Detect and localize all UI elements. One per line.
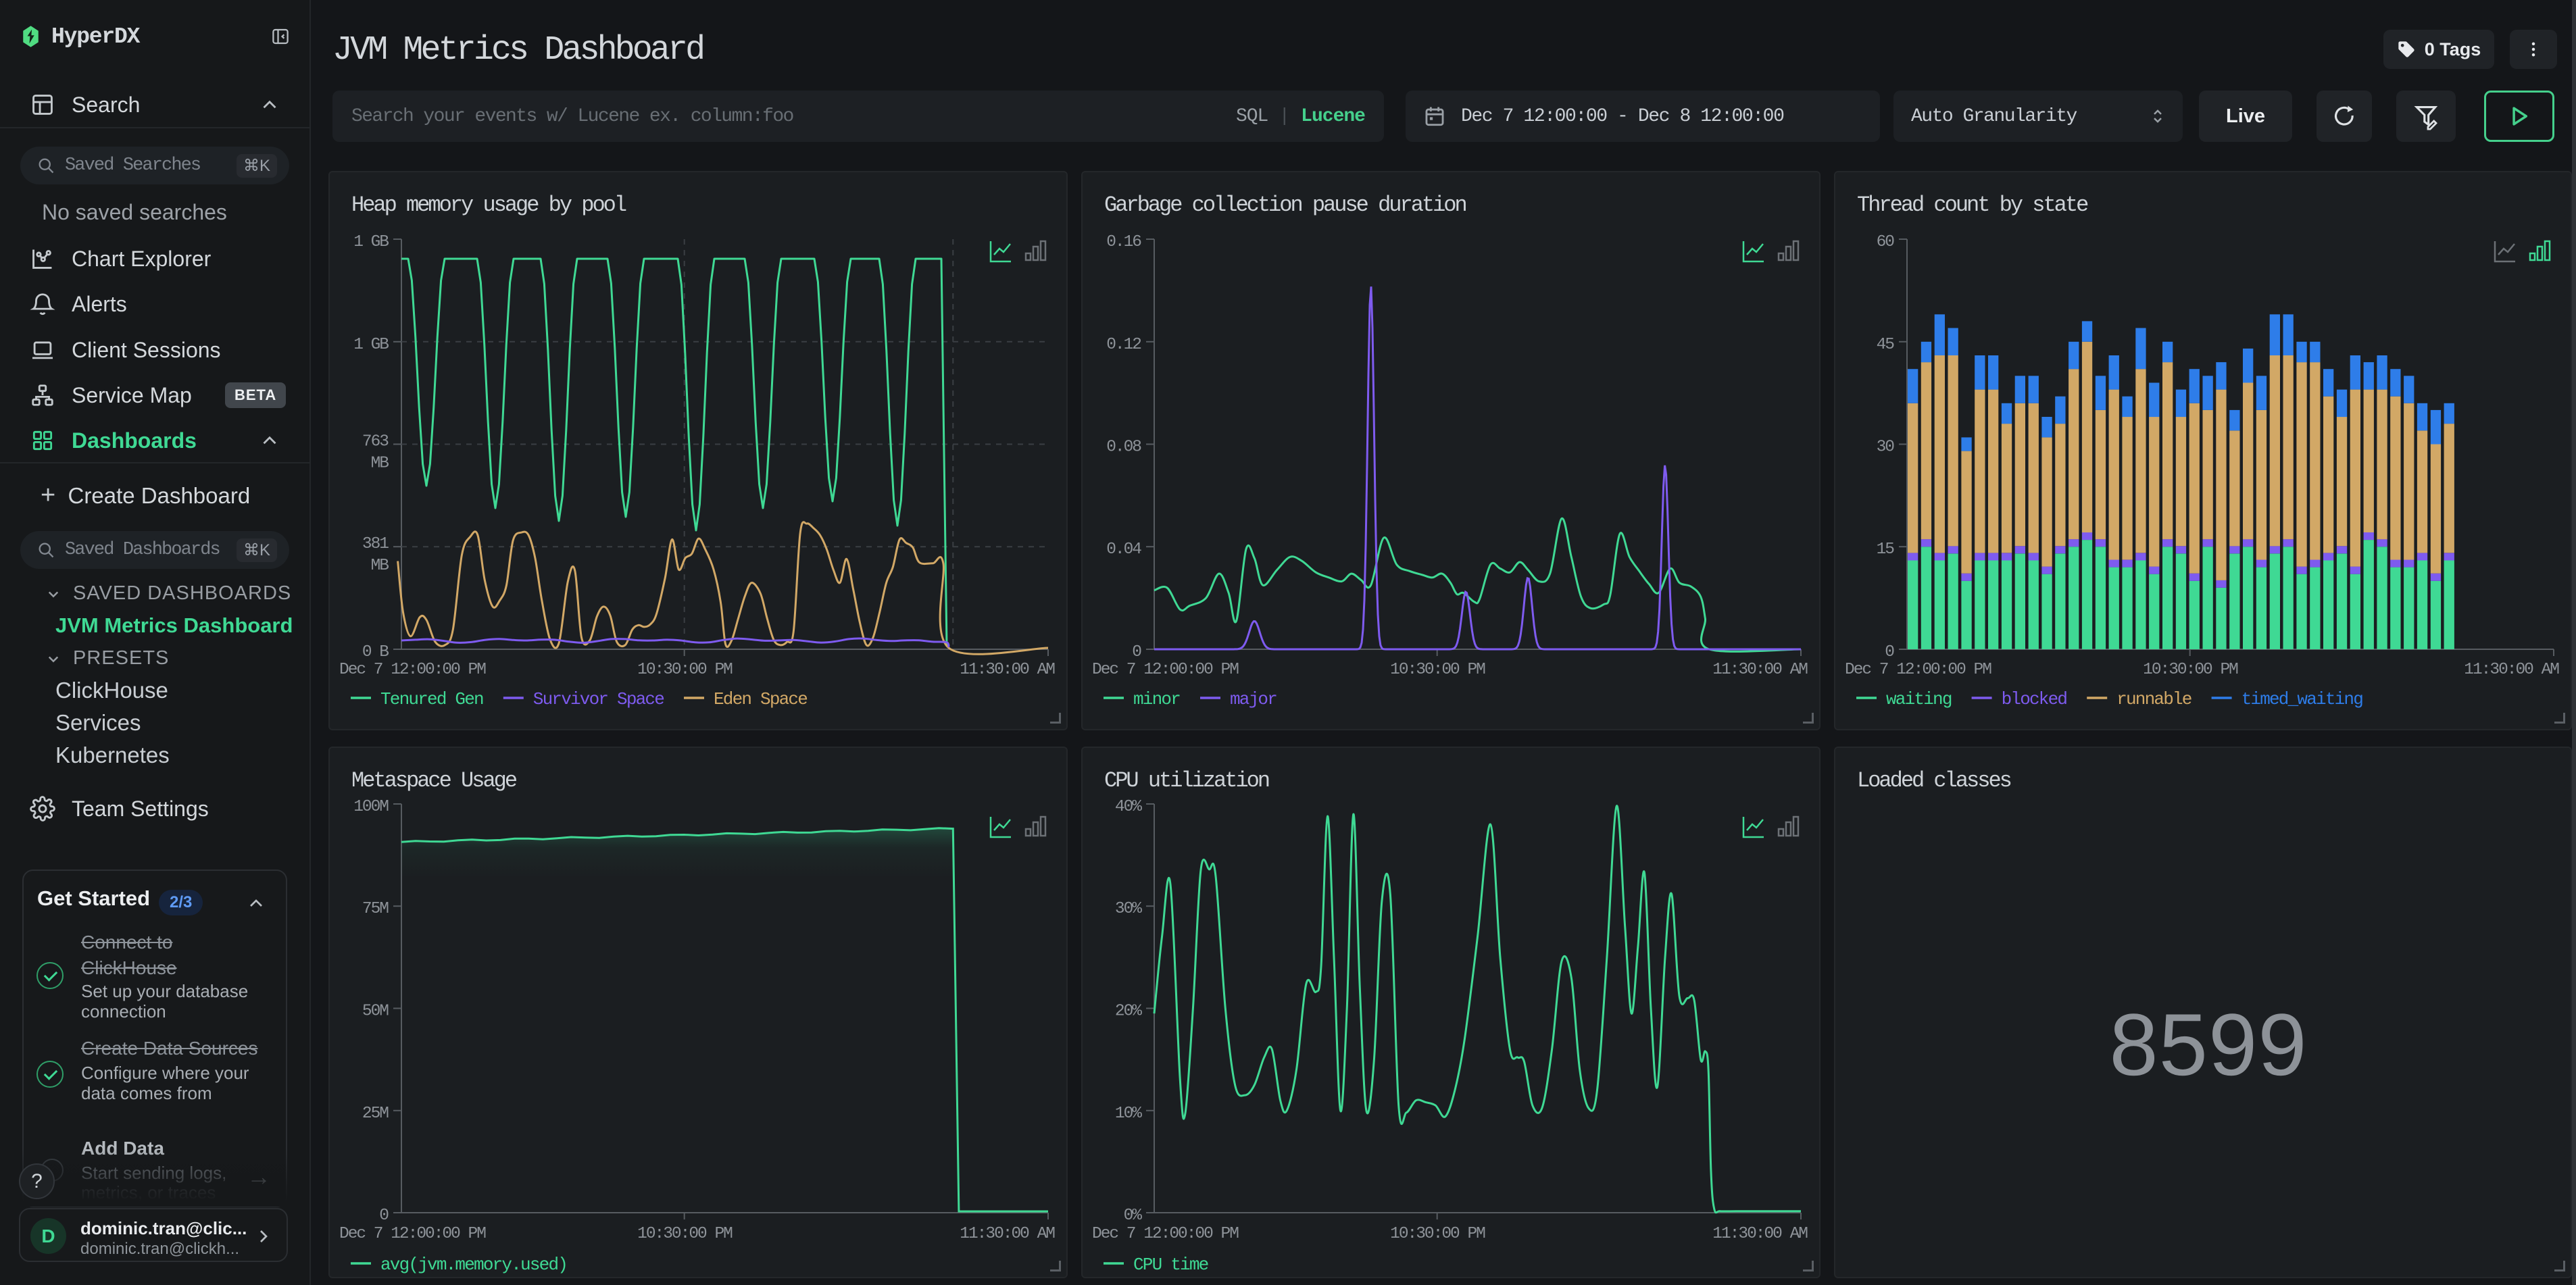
svg-text:CPU time: CPU time — [1133, 1255, 1208, 1275]
svg-text:0: 0 — [379, 1207, 389, 1225]
svg-text:MB: MB — [371, 557, 389, 575]
svg-text:45: 45 — [1877, 336, 1895, 354]
svg-text:major: major — [1230, 689, 1277, 709]
svg-text:25M: 25M — [362, 1105, 389, 1123]
svg-text:0 B: 0 B — [362, 643, 389, 661]
svg-text:Dec 7 12:00:00 PM: Dec 7 12:00:00 PM — [1092, 661, 1239, 679]
svg-text:blocked: blocked — [2002, 689, 2067, 709]
svg-text:10:30:00 PM: 10:30:00 PM — [1390, 661, 1485, 679]
svg-text:0.04: 0.04 — [1106, 540, 1141, 559]
svg-text:75M: 75M — [362, 900, 389, 918]
svg-text:Survivor Space: Survivor Space — [533, 689, 664, 709]
svg-text:8599: 8599 — [2109, 995, 2307, 1094]
svg-text:Dec 7 12:00:00 PM: Dec 7 12:00:00 PM — [339, 1225, 486, 1243]
svg-text:0%: 0% — [1124, 1207, 1143, 1225]
svg-text:0: 0 — [1132, 643, 1141, 661]
svg-text:MB: MB — [371, 455, 389, 473]
svg-text:10:30:00 PM: 10:30:00 PM — [1390, 1225, 1485, 1243]
svg-text:0.12: 0.12 — [1106, 336, 1141, 354]
svg-text:30%: 30% — [1115, 900, 1142, 918]
svg-text:11:30:00 AM: 11:30:00 AM — [2464, 661, 2559, 679]
svg-text:11:30:00 AM: 11:30:00 AM — [1712, 1225, 1808, 1243]
svg-text:runnable: runnable — [2116, 689, 2191, 709]
svg-text:10%: 10% — [1115, 1105, 1142, 1123]
svg-text:11:30:00 AM: 11:30:00 AM — [960, 1225, 1055, 1243]
svg-text:Dec 7 12:00:00 PM: Dec 7 12:00:00 PM — [1845, 661, 1991, 679]
svg-text:10:30:00 PM: 10:30:00 PM — [637, 661, 733, 679]
svg-text:minor: minor — [1133, 689, 1180, 709]
svg-text:30: 30 — [1877, 438, 1895, 457]
svg-text:1 GB: 1 GB — [353, 336, 389, 354]
svg-text:11:30:00 AM: 11:30:00 AM — [960, 661, 1055, 679]
svg-text:0.16: 0.16 — [1106, 233, 1141, 251]
svg-text:1 GB: 1 GB — [353, 233, 389, 251]
svg-text:10:30:00 PM: 10:30:00 PM — [637, 1225, 733, 1243]
svg-text:100M: 100M — [353, 798, 389, 816]
svg-text:763: 763 — [362, 433, 389, 451]
svg-text:avg(jvm.memory.used): avg(jvm.memory.used) — [380, 1255, 567, 1275]
svg-text:Tenured Gen: Tenured Gen — [380, 689, 483, 709]
svg-text:timed_waiting: timed_waiting — [2241, 689, 2363, 709]
svg-text:40%: 40% — [1115, 798, 1142, 816]
svg-text:0: 0 — [1885, 643, 1894, 661]
svg-text:Eden Space: Eden Space — [714, 689, 807, 709]
svg-text:60: 60 — [1877, 233, 1895, 251]
svg-text:11:30:00 AM: 11:30:00 AM — [1712, 661, 1808, 679]
svg-text:Dec 7 12:00:00 PM: Dec 7 12:00:00 PM — [1092, 1225, 1239, 1243]
svg-text:20%: 20% — [1115, 1003, 1142, 1021]
svg-text:50M: 50M — [362, 1003, 389, 1021]
svg-text:10:30:00 PM: 10:30:00 PM — [2143, 661, 2238, 679]
svg-text:381: 381 — [362, 535, 389, 553]
svg-text:Dec 7 12:00:00 PM: Dec 7 12:00:00 PM — [339, 661, 486, 679]
svg-text:15: 15 — [1877, 540, 1895, 559]
svg-text:0.08: 0.08 — [1106, 438, 1141, 457]
svg-text:waiting: waiting — [1886, 689, 1952, 709]
